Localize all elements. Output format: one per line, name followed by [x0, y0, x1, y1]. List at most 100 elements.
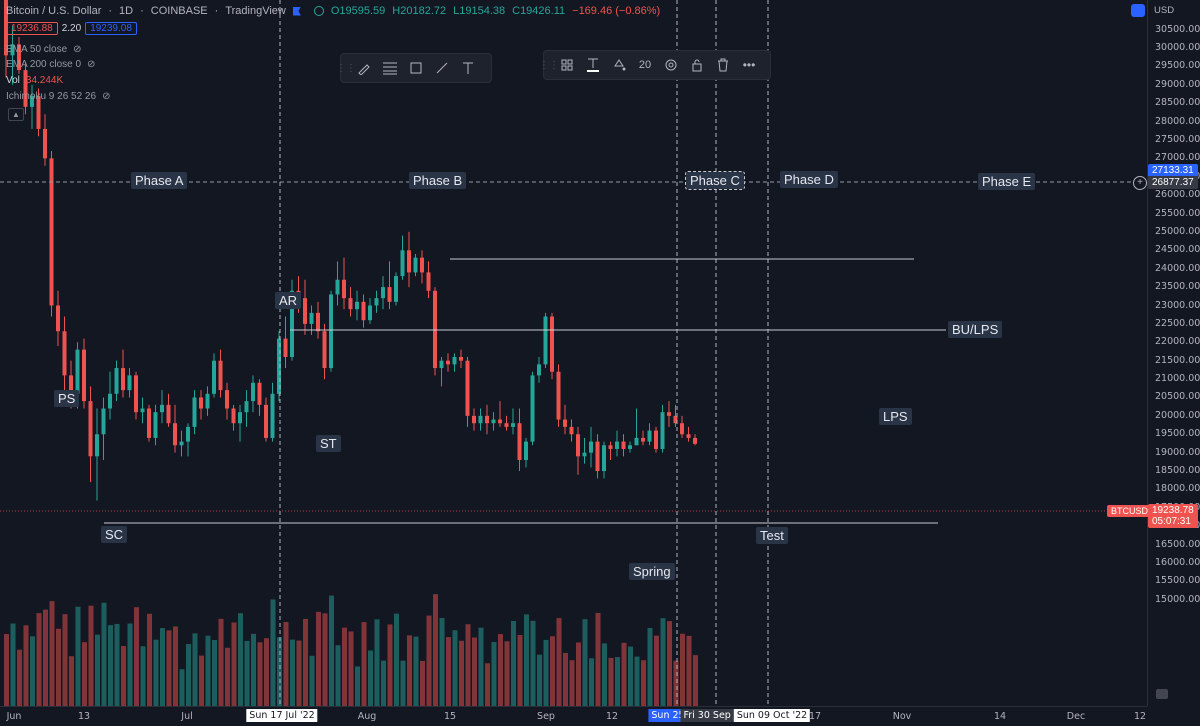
indicator-ema200[interactable]: EMA 200 close 0 ⊘ [6, 59, 95, 70]
volume-bar [270, 599, 276, 706]
candle-body [23, 70, 28, 107]
chart-pane[interactable] [0, 0, 1147, 706]
text-color-icon[interactable] [580, 52, 606, 78]
symbol-name[interactable]: Bitcoin / U.S. Dollar [6, 5, 102, 17]
currency-label[interactable]: USD [1154, 5, 1175, 16]
volume-bar [49, 601, 55, 706]
volume-bar [257, 642, 263, 706]
volume-bar [140, 646, 146, 706]
price-axis[interactable]: USD 30500.00 30000.00 29500.00 29000.00 2850… [1131, 0, 1200, 706]
collapse-legend-button[interactable]: ▲ [8, 108, 24, 121]
fill-color-icon[interactable] [606, 52, 632, 78]
favorites-drawing-toolbar: ⋮⋮ [336, 53, 492, 83]
candle-body [673, 415, 678, 424]
eye-hidden-icon[interactable]: ⊘ [87, 59, 96, 70]
gear-icon[interactable] [658, 52, 684, 78]
candle-body [472, 415, 476, 424]
label-test[interactable]: Test [756, 527, 788, 544]
candle-body [485, 415, 489, 424]
trend-line-icon[interactable] [429, 55, 455, 81]
candle-body [654, 430, 658, 449]
label-bu-lps[interactable]: BU/LPS [948, 321, 1003, 338]
lock-icon[interactable] [684, 52, 710, 78]
volume-bar [667, 621, 672, 706]
volume-bar [647, 627, 653, 706]
font-size-selector[interactable]: 20 [638, 59, 652, 71]
volume-bar [524, 614, 529, 706]
label-sc[interactable]: SC [101, 526, 128, 543]
label-phase-d[interactable]: Phase D [780, 171, 838, 188]
settings-icon[interactable] [1156, 689, 1168, 699]
candle-body [576, 434, 580, 457]
price-tick: 15000.00 [1155, 593, 1200, 605]
volume-bar [368, 650, 373, 706]
indicator-ichimoku[interactable]: Ichimoku 9 26 52 26 ⊘ [6, 91, 110, 102]
volume-bar [361, 622, 367, 706]
template-icon[interactable] [554, 52, 580, 78]
time-axis[interactable]: Jun 13 Jul Aug 15 Sep 12 17 Nov 14 Dec 12 Sun 17 Ju… [0, 706, 1147, 726]
candle-body [121, 368, 125, 391]
volume-bar [114, 623, 120, 706]
price-tick: 18000.00 [1155, 483, 1200, 495]
drag-handle-icon[interactable]: ⋮⋮ [336, 62, 356, 74]
candle-body [459, 357, 463, 361]
label-spring[interactable]: Spring [629, 563, 675, 580]
volume-bar [303, 618, 308, 706]
candle-body [582, 452, 587, 457]
trash-icon[interactable] [710, 52, 736, 78]
candle-body [147, 408, 151, 438]
candle-body [283, 338, 288, 357]
candle-body [491, 419, 496, 424]
sell-button[interactable]: 19236.88 [6, 22, 58, 35]
time-tick: 12 [605, 711, 619, 722]
candle-body [543, 316, 548, 365]
volume-bar [251, 633, 256, 706]
drag-handle-icon[interactable]: ⋮⋮ [539, 59, 559, 71]
candle-body [270, 393, 275, 438]
eye-hidden-icon[interactable]: ⊘ [73, 44, 82, 55]
volume-bar [511, 621, 516, 706]
label-ps[interactable]: PS [54, 390, 80, 407]
volume-bar [36, 613, 42, 706]
text-tool-icon[interactable] [455, 55, 481, 81]
eye-hidden-icon[interactable]: ⊘ [102, 91, 111, 102]
plus-circle-icon[interactable]: + [1133, 176, 1147, 190]
buy-button[interactable]: 19239.08 [85, 22, 137, 35]
label-st[interactable]: ST [316, 435, 341, 452]
price-tick: 19500.00 [1155, 428, 1200, 440]
flag-icon[interactable] [292, 6, 301, 16]
fib-retracement-icon[interactable] [377, 55, 403, 81]
label-phase-e[interactable]: Phase E [978, 173, 1036, 190]
brush-icon[interactable] [351, 55, 377, 81]
label-phase-b[interactable]: Phase B [409, 172, 467, 189]
candle-body [446, 360, 450, 365]
candle-body [88, 401, 93, 457]
price-tick: 23500.00 [1155, 281, 1200, 293]
volume-bar [686, 635, 692, 706]
candle-body [290, 290, 294, 357]
interval[interactable]: 1D [119, 5, 134, 17]
label-phase-a[interactable]: Phase A [131, 172, 188, 189]
volume-bar [4, 633, 9, 706]
volume-bar [199, 655, 204, 706]
volume-bar [420, 660, 425, 706]
volume-bar [439, 618, 445, 706]
volume-bar [238, 613, 243, 706]
crosshair-high-price: 27133.31 [1148, 164, 1198, 177]
label-ar[interactable]: AR [275, 292, 302, 309]
candle-body [361, 301, 366, 321]
candlestick-chart[interactable] [0, 0, 1147, 706]
price-tick: 26000.00 [1155, 189, 1200, 201]
volume-bar [95, 634, 100, 706]
label-lps[interactable]: LPS [879, 408, 912, 425]
volume-bar [309, 655, 315, 706]
candle-body [615, 441, 619, 449]
rectangle-icon[interactable] [403, 55, 429, 81]
indicator-volume[interactable]: Vol 34.244K [6, 75, 63, 86]
label-phase-c[interactable]: Phase C [685, 171, 745, 190]
screenshot-icon[interactable] [1131, 4, 1145, 17]
more-options-icon[interactable]: ••• [742, 58, 756, 72]
candle-body [504, 423, 509, 427]
indicator-ema50[interactable]: EMA 50 close ⊘ [6, 44, 82, 55]
candle-body [10, 44, 15, 56]
